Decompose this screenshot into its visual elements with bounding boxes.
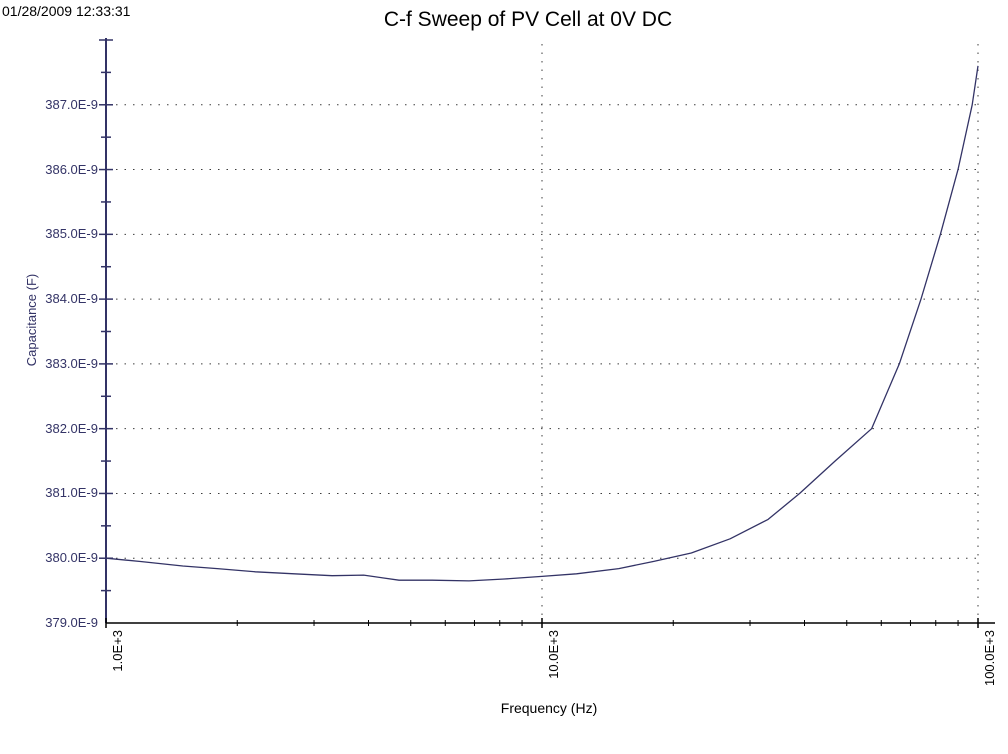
- y-tick-label: 386.0E-9: [45, 161, 98, 177]
- y-tick-label: 385.0E-9: [45, 226, 98, 242]
- y-tick-label: 383.0E-9: [45, 355, 98, 371]
- y-axis-title: Capacitance (F): [24, 273, 39, 367]
- chart-title: C-f Sweep of PV Cell at 0V DC: [383, 8, 673, 31]
- y-tick-label: 381.0E-9: [45, 485, 98, 501]
- x-tick-label: 1.0E+3: [110, 630, 125, 672]
- y-tick-label: 380.0E-9: [45, 550, 98, 566]
- x-tick-label: 100.0E+3: [982, 630, 997, 687]
- y-tick-label: 382.0E-9: [45, 420, 98, 436]
- x-tick-label: 10.0E+3: [546, 630, 561, 679]
- y-tick-label: 379.0E-9: [45, 615, 98, 630]
- y-tick-label: 387.0E-9: [45, 96, 98, 112]
- capacitance-curve: [105, 65, 979, 582]
- y-tick-label: 384.0E-9: [45, 291, 98, 307]
- timestamp: 01/28/2009 12:33:31: [2, 3, 131, 19]
- x-axis-title: Frequency (Hz): [500, 700, 598, 716]
